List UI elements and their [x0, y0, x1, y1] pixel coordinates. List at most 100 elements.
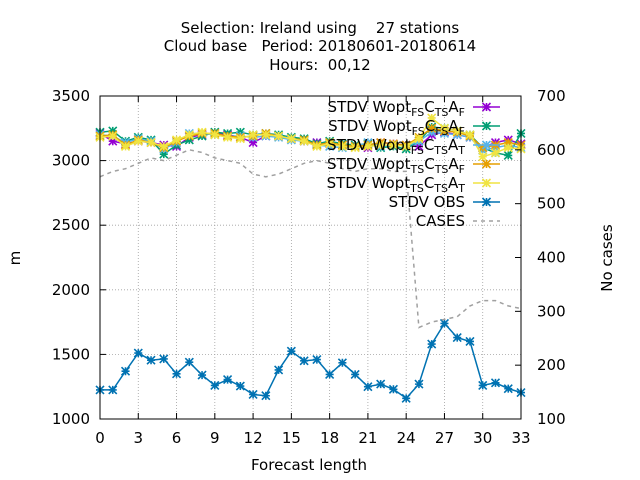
- data-point: [171, 369, 182, 379]
- data-point: [299, 136, 309, 146]
- data-point: [210, 380, 220, 390]
- data-point: [197, 370, 207, 380]
- data-point: [325, 139, 335, 149]
- x-tick-label: 30: [473, 429, 492, 447]
- y-tick-label: 2000: [52, 281, 90, 299]
- chart-title-line-1: Selection: Ireland using 27 stations: [180, 19, 460, 37]
- data-point: [159, 354, 169, 364]
- x-tick-label: 15: [282, 429, 301, 447]
- data-point: [427, 123, 437, 133]
- data-point: [120, 141, 131, 151]
- data-point: [159, 141, 169, 151]
- y-axis-label: m: [6, 251, 24, 266]
- data-point: [452, 126, 462, 136]
- data-point: [376, 140, 386, 150]
- data-point: [184, 130, 194, 140]
- data-point: [299, 356, 309, 366]
- chart-title-line-2: Cloud base Period: 20180601-20180614: [163, 37, 477, 55]
- series-line: [99, 116, 522, 158]
- series-6: [99, 149, 522, 329]
- data-point: [503, 384, 513, 394]
- data-point: [388, 384, 398, 394]
- data-point: [363, 141, 373, 151]
- x-tick-label: 27: [435, 429, 454, 447]
- x-axis-label: Forecast length: [251, 456, 367, 474]
- data-point: [312, 141, 322, 151]
- y2-tick-label: 100: [537, 410, 566, 428]
- data-point: [274, 131, 284, 141]
- data-point: [401, 141, 411, 151]
- legend-label: STDV WoptTSCTSAT: [327, 174, 466, 195]
- data-point: [481, 102, 492, 112]
- data-point: [388, 140, 398, 150]
- data-point: [248, 137, 258, 148]
- data-point: [481, 121, 492, 131]
- data-point: [414, 134, 424, 144]
- x-tick-label: 6: [172, 429, 182, 447]
- data-point: [481, 140, 492, 150]
- data-point: [376, 379, 386, 389]
- x-tick-label: 3: [133, 429, 143, 447]
- data-point: [133, 136, 143, 146]
- data-point: [503, 143, 513, 153]
- data-point: [481, 178, 492, 188]
- data-point: [478, 380, 488, 390]
- y2-tick-label: 300: [537, 302, 566, 320]
- legend-label: STDV OBS: [389, 193, 465, 211]
- data-point: [108, 131, 118, 141]
- data-point: [274, 365, 284, 375]
- data-point: [223, 132, 233, 142]
- data-point: [503, 137, 513, 148]
- data-point: [465, 336, 475, 347]
- legend-label: STDV WoptFSCTSAT: [327, 136, 465, 157]
- data-point: [235, 381, 245, 391]
- data-point: [414, 141, 424, 151]
- data-point: [481, 159, 492, 169]
- y-tick-label: 1500: [52, 345, 90, 363]
- y2-tick-label: 200: [537, 356, 566, 374]
- data-point: [478, 152, 488, 162]
- y-tick-label: 3500: [52, 87, 90, 105]
- y-tick-label: 2500: [52, 216, 90, 234]
- y-tick-label: 3000: [52, 152, 90, 170]
- data-point: [286, 346, 296, 356]
- data-point: [350, 143, 360, 153]
- series-line: [99, 127, 522, 149]
- data-point: [312, 355, 322, 365]
- y2-tick-label: 700: [537, 87, 566, 105]
- data-point: [197, 127, 207, 137]
- data-point: [171, 135, 182, 145]
- data-point: [120, 366, 131, 376]
- data-point: [481, 197, 492, 207]
- data-point: [490, 378, 501, 388]
- data-point: [427, 339, 437, 349]
- x-tick-label: 24: [397, 429, 416, 447]
- y2-axis-label: No cases: [598, 224, 616, 292]
- data-point: [465, 130, 475, 140]
- tick-labels: 0 3 6 9 12 15 18 21 24 27 30 33 1000 1500 2000 2500 3000…: [52, 87, 566, 447]
- series-line: [99, 149, 522, 329]
- data-point: [146, 137, 156, 148]
- data-point: [414, 379, 424, 389]
- x-tick-label: 18: [320, 429, 339, 447]
- data-point: [286, 134, 296, 144]
- grid: [100, 96, 521, 419]
- series-layer: [95, 113, 526, 403]
- data-point: [503, 150, 513, 160]
- x-tick-label: 9: [210, 429, 220, 447]
- series-line: [100, 322, 522, 400]
- y2-tick-label: 400: [537, 249, 566, 267]
- data-point: [490, 148, 501, 158]
- data-point: [401, 393, 411, 403]
- data-point: [210, 130, 220, 140]
- data-point: [248, 389, 258, 400]
- legend-label: STDV WoptFSCFSAF: [328, 117, 465, 138]
- x-tick-label: 21: [358, 429, 377, 447]
- legend-label: STDV WoptTSCTSAF: [327, 155, 465, 176]
- data-point: [325, 369, 335, 379]
- data-point: [159, 149, 169, 159]
- data-point: [261, 391, 271, 401]
- data-point: [108, 385, 118, 395]
